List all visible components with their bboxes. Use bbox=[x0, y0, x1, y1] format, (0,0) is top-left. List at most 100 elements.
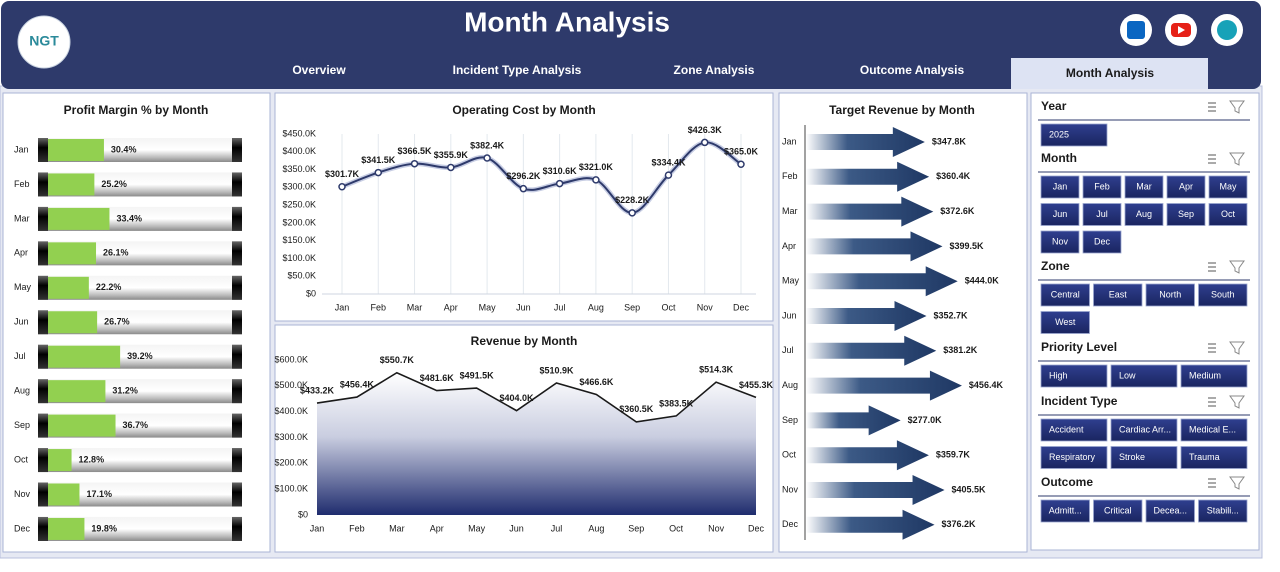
slicer-button[interactable] bbox=[1110, 418, 1178, 442]
slicer-button[interactable] bbox=[1166, 175, 1206, 199]
data-label: 17.1% bbox=[86, 489, 112, 499]
slicer-button[interactable] bbox=[1040, 283, 1090, 307]
category-label: Nov bbox=[782, 484, 799, 494]
slicer-button[interactable] bbox=[1208, 175, 1248, 199]
marker bbox=[447, 163, 455, 172]
slicer-item[interactable]: Jun bbox=[1053, 209, 1068, 219]
slicer-item[interactable]: Medium bbox=[1189, 370, 1221, 380]
slicer-item[interactable]: West bbox=[1055, 317, 1076, 327]
data-label: $347.8K bbox=[932, 136, 967, 146]
slicer-button[interactable] bbox=[1208, 203, 1248, 226]
slicer-item[interactable]: Central bbox=[1051, 289, 1080, 299]
slicer-item[interactable]: Respiratory bbox=[1049, 452, 1096, 462]
slicer-button[interactable] bbox=[1180, 446, 1248, 469]
slicer-button[interactable] bbox=[1040, 311, 1090, 334]
slicer-button[interactable] bbox=[1110, 364, 1178, 388]
slicer-item[interactable]: South bbox=[1211, 289, 1235, 299]
data-label: $456.4K bbox=[340, 379, 375, 389]
clear-filter-icon[interactable] bbox=[1229, 100, 1245, 114]
slicer-item[interactable]: Trauma bbox=[1189, 452, 1220, 462]
slicer-button[interactable] bbox=[1082, 230, 1122, 254]
slicer-item[interactable]: Aug bbox=[1136, 209, 1152, 219]
slicer-item[interactable]: Jan bbox=[1053, 181, 1068, 191]
slicer-item[interactable]: May bbox=[1219, 181, 1237, 191]
slicer-item[interactable]: Apr bbox=[1179, 181, 1193, 191]
bar bbox=[48, 311, 98, 334]
x-tick-label: Jun bbox=[509, 523, 524, 533]
x-tick-label: Mar bbox=[389, 523, 405, 533]
slicer-button[interactable] bbox=[1040, 499, 1090, 523]
slicer-title: Month bbox=[1041, 151, 1077, 165]
slicer-item[interactable]: Admitt... bbox=[1049, 505, 1082, 515]
x-tick-label: Nov bbox=[697, 302, 714, 312]
clear-filter-icon[interactable] bbox=[1229, 476, 1245, 490]
slicer-button[interactable] bbox=[1166, 203, 1206, 226]
slicer-item[interactable]: Medical E... bbox=[1189, 424, 1236, 434]
slicer-item[interactable]: Jul bbox=[1096, 209, 1108, 219]
clear-filter-icon[interactable] bbox=[1229, 341, 1245, 355]
clear-filter-icon[interactable] bbox=[1229, 395, 1245, 409]
data-label: 19.8% bbox=[91, 523, 117, 533]
slicer-item[interactable]: Feb bbox=[1094, 181, 1110, 191]
slicer-item[interactable]: Nov bbox=[1052, 236, 1069, 246]
slicer-item[interactable]: 2025 bbox=[1049, 129, 1069, 139]
slicer-item[interactable]: Accident bbox=[1049, 424, 1084, 434]
slicer-item[interactable]: High bbox=[1049, 370, 1068, 380]
arrow bbox=[806, 335, 937, 366]
tab[interactable]: Overview bbox=[292, 63, 346, 77]
slicer-item[interactable]: North bbox=[1159, 289, 1181, 299]
clear-filter-icon[interactable] bbox=[1229, 152, 1245, 166]
slicer-button[interactable] bbox=[1093, 283, 1143, 307]
slicer-item[interactable]: Stroke bbox=[1119, 452, 1145, 462]
y-tick-label: $0 bbox=[298, 509, 308, 519]
slicer-button[interactable] bbox=[1145, 283, 1195, 307]
slicer-button[interactable] bbox=[1180, 364, 1248, 388]
slicer-item[interactable]: Critical bbox=[1104, 505, 1132, 515]
bar-cap bbox=[38, 241, 48, 266]
slicer-item[interactable]: Stabili... bbox=[1207, 505, 1239, 515]
slicer-item[interactable]: Low bbox=[1119, 370, 1136, 380]
slicer-item[interactable]: Sep bbox=[1178, 209, 1194, 219]
data-label: 33.4% bbox=[116, 213, 142, 223]
marker bbox=[700, 138, 709, 147]
slicer-button[interactable] bbox=[1040, 175, 1080, 199]
y-tick-label: $150.0K bbox=[282, 235, 316, 245]
marker bbox=[338, 182, 346, 191]
slicer-button[interactable] bbox=[1198, 283, 1248, 307]
y-tick-label: $300.0K bbox=[282, 182, 316, 192]
clear-filter-icon[interactable] bbox=[1229, 260, 1245, 274]
slicer-button[interactable] bbox=[1040, 446, 1108, 469]
slicer-item[interactable]: Oct bbox=[1221, 209, 1236, 219]
slicer-button[interactable] bbox=[1040, 364, 1108, 388]
data-label: $301.7K bbox=[325, 169, 360, 179]
slicer-item[interactable]: Dec bbox=[1094, 236, 1111, 246]
slicer-button[interactable] bbox=[1093, 499, 1143, 523]
tab[interactable]: Zone Analysis bbox=[674, 63, 755, 77]
data-label: $510.9K bbox=[539, 365, 574, 375]
slicer-button[interactable] bbox=[1124, 175, 1164, 199]
slicer-button[interactable] bbox=[1040, 418, 1108, 442]
slicer-button[interactable] bbox=[1082, 203, 1122, 226]
x-tick-label: Dec bbox=[733, 302, 750, 312]
y-tick-label: $450.0K bbox=[282, 128, 316, 138]
slicer-button[interactable] bbox=[1082, 175, 1122, 199]
arrow bbox=[806, 301, 927, 331]
slicer-item[interactable]: East bbox=[1109, 289, 1128, 299]
tab[interactable]: Month Analysis bbox=[1066, 66, 1155, 80]
slicer-button[interactable] bbox=[1145, 499, 1195, 523]
slicer-button[interactable] bbox=[1198, 499, 1248, 523]
tab[interactable]: Outcome Analysis bbox=[860, 63, 965, 77]
slicer-button[interactable] bbox=[1110, 446, 1178, 469]
slicer-button[interactable] bbox=[1040, 203, 1080, 226]
bar-cap bbox=[232, 275, 242, 300]
bar-cap bbox=[38, 413, 48, 438]
category-label: Jul bbox=[782, 345, 794, 355]
slicer-item[interactable]: Mar bbox=[1136, 181, 1152, 191]
tab[interactable]: Incident Type Analysis bbox=[453, 63, 582, 77]
slicer-button[interactable] bbox=[1124, 203, 1164, 226]
slicer-button[interactable] bbox=[1040, 123, 1108, 147]
slicer-button[interactable] bbox=[1040, 230, 1080, 254]
slicer-item[interactable]: Decea... bbox=[1153, 505, 1187, 515]
slicer-button[interactable] bbox=[1180, 418, 1248, 442]
slicer-item[interactable]: Cardiac Arr... bbox=[1119, 424, 1171, 434]
